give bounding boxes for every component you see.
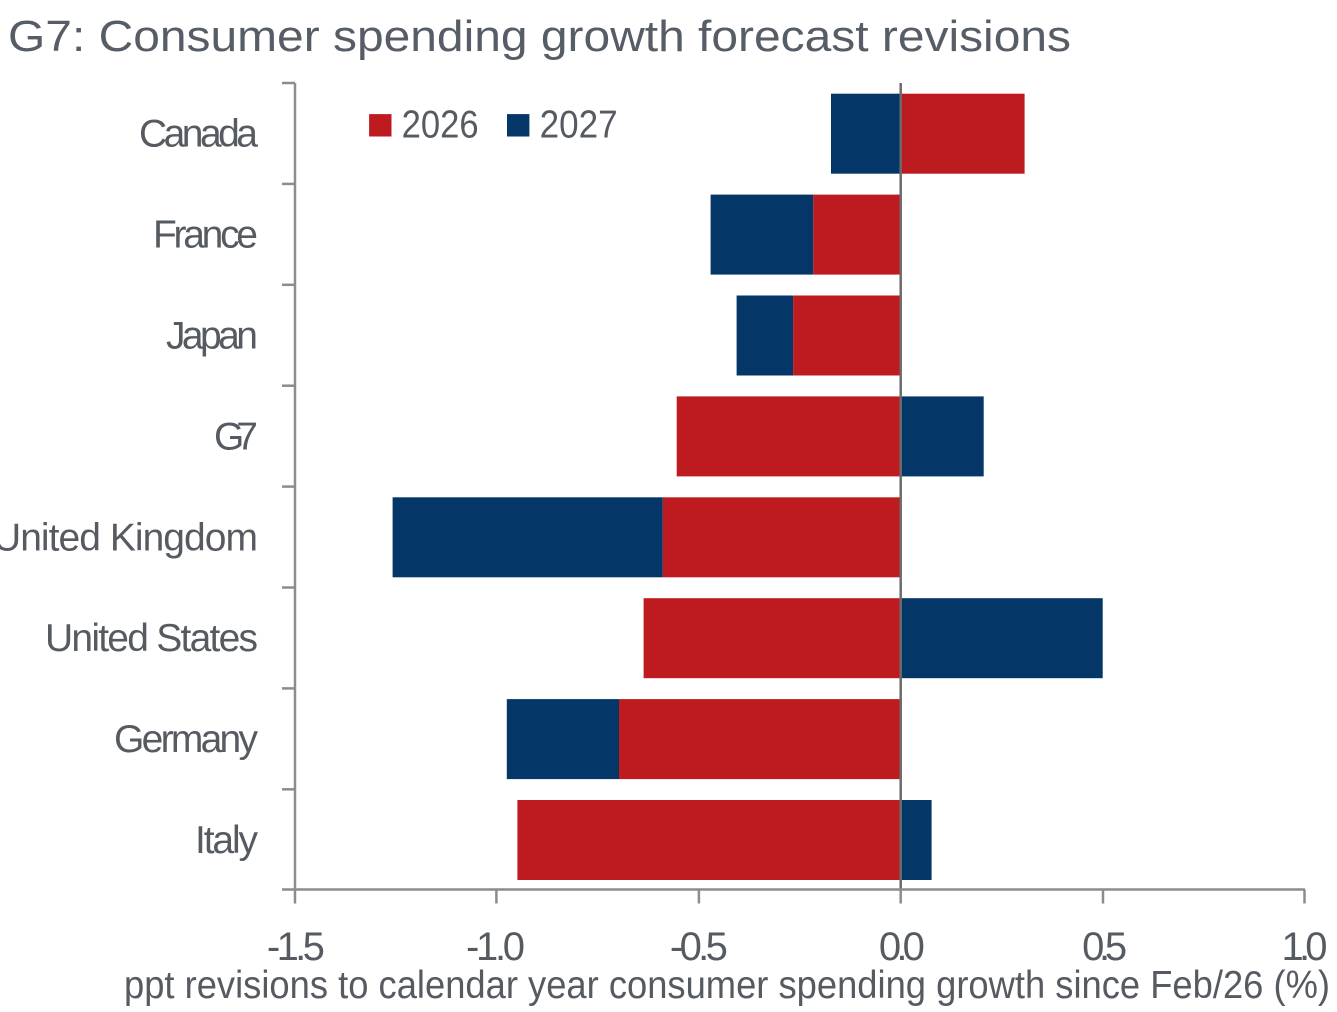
svg-text:France: France <box>153 214 258 257</box>
svg-text:Canada: Canada <box>139 113 258 156</box>
svg-text:Italy: Italy <box>195 819 259 862</box>
svg-text:-1.5: -1.5 <box>267 925 325 969</box>
svg-text:G7: Consumer spending growth f: G7: Consumer spending growth forecast re… <box>8 12 1071 61</box>
svg-text:0.5: 0.5 <box>1082 925 1127 969</box>
svg-text:2026: 2026 <box>402 104 479 147</box>
svg-text:G7: G7 <box>214 415 258 458</box>
svg-text:2027: 2027 <box>540 104 618 147</box>
svg-text:1.0: 1.0 <box>1282 925 1328 969</box>
svg-text:Japan: Japan <box>166 315 258 358</box>
svg-text:-0.5: -0.5 <box>670 925 728 969</box>
svg-text:ppt revisions to calendar year: ppt revisions to calendar year consumer … <box>124 964 1330 1007</box>
svg-text:United Kingdom: United Kingdom <box>0 516 258 559</box>
svg-text:-1.0: -1.0 <box>466 925 525 969</box>
svg-text:Germany: Germany <box>114 718 259 761</box>
svg-text:United States: United States <box>45 617 258 660</box>
svg-text:0.0: 0.0 <box>879 925 925 969</box>
